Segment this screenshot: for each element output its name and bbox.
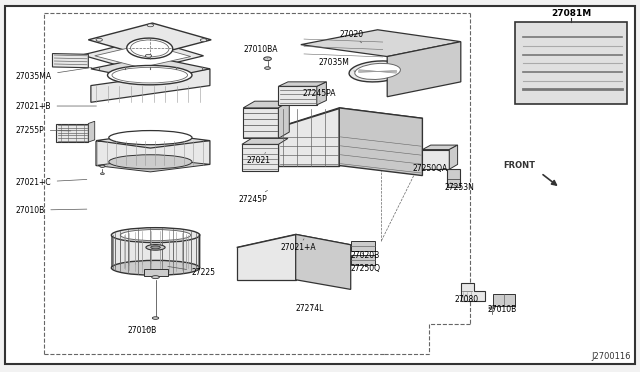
Polygon shape xyxy=(278,82,326,86)
Polygon shape xyxy=(242,138,288,144)
Polygon shape xyxy=(422,145,458,150)
Text: 27255P: 27255P xyxy=(16,126,71,135)
Polygon shape xyxy=(243,101,289,108)
Polygon shape xyxy=(278,108,422,138)
Bar xyxy=(351,241,375,251)
Text: 27021+A: 27021+A xyxy=(280,239,316,252)
Ellipse shape xyxy=(109,155,192,169)
Ellipse shape xyxy=(152,317,159,319)
Polygon shape xyxy=(243,108,278,138)
Polygon shape xyxy=(96,158,210,172)
Polygon shape xyxy=(278,101,289,138)
Polygon shape xyxy=(387,42,461,97)
Polygon shape xyxy=(91,69,210,102)
Text: 27021+B: 27021+B xyxy=(16,102,97,110)
Polygon shape xyxy=(296,234,351,289)
Polygon shape xyxy=(96,133,210,148)
Ellipse shape xyxy=(152,276,159,279)
Bar xyxy=(493,294,515,306)
Text: 27245PA: 27245PA xyxy=(302,89,335,101)
Ellipse shape xyxy=(100,165,105,167)
Text: 27035MA: 27035MA xyxy=(16,67,92,81)
Text: 27021+C: 27021+C xyxy=(16,178,87,187)
Text: 27253N: 27253N xyxy=(445,183,475,192)
Text: 27081M: 27081M xyxy=(551,9,591,18)
Ellipse shape xyxy=(265,67,270,69)
Text: 27245P: 27245P xyxy=(238,190,268,203)
Polygon shape xyxy=(82,39,204,71)
Ellipse shape xyxy=(489,307,494,309)
Polygon shape xyxy=(95,44,191,68)
Ellipse shape xyxy=(100,173,104,174)
Text: FRONT: FRONT xyxy=(504,161,536,170)
Ellipse shape xyxy=(150,246,160,249)
Ellipse shape xyxy=(145,54,152,57)
Polygon shape xyxy=(278,108,339,166)
Ellipse shape xyxy=(131,40,169,57)
Text: 27080: 27080 xyxy=(454,295,479,304)
Polygon shape xyxy=(96,141,210,166)
Polygon shape xyxy=(88,121,95,142)
Text: 27010B: 27010B xyxy=(16,206,87,215)
Text: 27010BA: 27010BA xyxy=(243,45,278,59)
Polygon shape xyxy=(278,86,317,105)
Text: 27020: 27020 xyxy=(339,30,364,43)
Polygon shape xyxy=(461,283,485,301)
Ellipse shape xyxy=(127,38,173,59)
Text: 27020B: 27020B xyxy=(351,251,380,260)
Ellipse shape xyxy=(146,245,165,250)
Ellipse shape xyxy=(111,228,200,243)
Text: 27250QA: 27250QA xyxy=(413,164,448,173)
Polygon shape xyxy=(339,108,422,176)
Polygon shape xyxy=(144,269,168,276)
Ellipse shape xyxy=(355,63,401,80)
Polygon shape xyxy=(56,124,88,142)
Ellipse shape xyxy=(264,57,271,61)
Text: 27250Q: 27250Q xyxy=(351,264,381,273)
Ellipse shape xyxy=(96,38,102,41)
Ellipse shape xyxy=(147,24,154,27)
Ellipse shape xyxy=(349,61,406,82)
Polygon shape xyxy=(301,30,461,57)
Text: 27021: 27021 xyxy=(246,153,270,165)
Polygon shape xyxy=(91,57,210,81)
Polygon shape xyxy=(88,23,211,57)
Text: 27225: 27225 xyxy=(168,266,216,277)
Text: J2700116: J2700116 xyxy=(591,352,630,361)
Polygon shape xyxy=(52,54,88,68)
Polygon shape xyxy=(112,234,200,269)
Polygon shape xyxy=(242,144,278,171)
Polygon shape xyxy=(237,234,351,257)
Text: 27274L: 27274L xyxy=(296,304,324,312)
Ellipse shape xyxy=(200,39,207,42)
Polygon shape xyxy=(317,82,326,105)
Text: 27010B: 27010B xyxy=(488,305,517,314)
Text: 27010B: 27010B xyxy=(128,326,157,335)
Ellipse shape xyxy=(120,230,191,241)
Ellipse shape xyxy=(111,260,200,275)
Polygon shape xyxy=(447,169,460,187)
Bar xyxy=(515,22,627,104)
Ellipse shape xyxy=(109,131,192,145)
Polygon shape xyxy=(449,145,458,169)
Polygon shape xyxy=(237,234,296,280)
Bar xyxy=(351,255,375,265)
Ellipse shape xyxy=(108,65,192,85)
Text: 27035M: 27035M xyxy=(319,58,355,71)
Ellipse shape xyxy=(112,67,188,83)
Polygon shape xyxy=(422,150,449,169)
